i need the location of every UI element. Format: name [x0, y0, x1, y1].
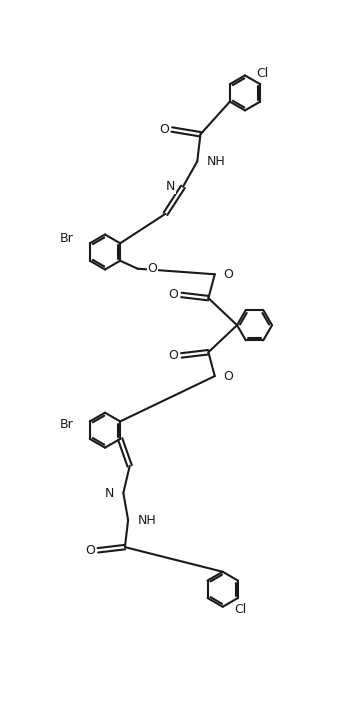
Text: O: O	[168, 349, 178, 362]
Text: Br: Br	[60, 418, 74, 431]
Text: Cl: Cl	[234, 603, 246, 616]
Text: O: O	[85, 544, 95, 557]
Text: O: O	[168, 288, 178, 301]
Text: O: O	[224, 268, 233, 281]
Text: O: O	[159, 123, 169, 136]
Text: N: N	[166, 180, 175, 193]
Text: N: N	[105, 486, 114, 500]
Text: Cl: Cl	[256, 67, 268, 80]
Text: NH: NH	[138, 513, 156, 526]
Text: Br: Br	[60, 232, 74, 245]
Text: NH: NH	[207, 155, 225, 168]
Text: O: O	[147, 262, 157, 275]
Text: O: O	[224, 370, 233, 383]
